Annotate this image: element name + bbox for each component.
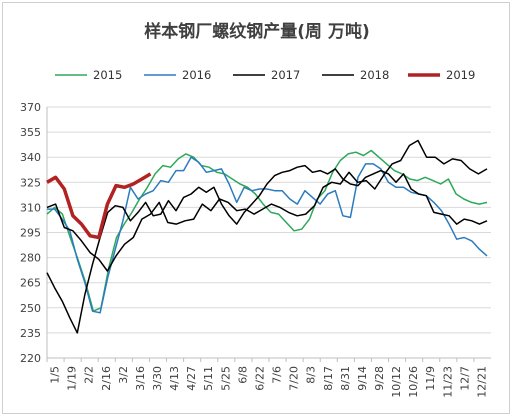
x-tick-label: 10/26 bbox=[407, 366, 420, 398]
legend-label-2017: 2017 bbox=[271, 68, 300, 82]
chart-legend: 2015 2016 2017 2018 2019 bbox=[55, 68, 475, 82]
series-line-2018 bbox=[46, 139, 488, 272]
x-tick-label: 10/12 bbox=[390, 366, 403, 398]
y-tick-label: 280 bbox=[20, 252, 41, 265]
x-tick-label: 1/5 bbox=[49, 366, 62, 384]
series-line-2015 bbox=[46, 149, 488, 312]
y-tick-label: 355 bbox=[20, 126, 41, 139]
y-tick-label: 250 bbox=[20, 302, 41, 315]
x-tick-label: 9/14 bbox=[356, 366, 369, 391]
y-axis: 220 235 250 265 280 295 310 325 340 355 370 bbox=[20, 101, 491, 365]
x-tick-label: 1/19 bbox=[66, 366, 79, 391]
x-tick-label: 8/17 bbox=[322, 366, 335, 391]
x-tick-label: 5/25 bbox=[219, 366, 232, 391]
y-tick-label: 220 bbox=[20, 352, 41, 365]
x-tick-label: 2/2 bbox=[83, 366, 96, 384]
x-tick-label: 3/2 bbox=[117, 366, 130, 384]
legend-label-2015: 2015 bbox=[93, 68, 122, 82]
x-tick-label: 4/13 bbox=[168, 366, 181, 391]
x-tick-label: 4/27 bbox=[185, 366, 198, 391]
x-tick-label: 12/7 bbox=[458, 366, 471, 391]
x-tick-label: 8/31 bbox=[339, 366, 352, 391]
y-tick-label: 235 bbox=[20, 327, 41, 340]
x-tick-label: 2/16 bbox=[100, 366, 113, 391]
plot-area bbox=[46, 139, 488, 334]
y-tick-label: 370 bbox=[20, 101, 41, 114]
x-tick-label: 6/22 bbox=[253, 366, 266, 391]
x-tick-label: 3/30 bbox=[151, 366, 164, 391]
x-tick-label: 8/3 bbox=[305, 366, 318, 384]
chart-svg: 样本钢厂螺纹钢产量(周 万吨) 2015 2016 2017 2018 2019 220… bbox=[20, 21, 491, 398]
y-tick-label: 325 bbox=[20, 176, 41, 189]
legend-label-2018: 2018 bbox=[360, 68, 389, 82]
legend-label-2019: 2019 bbox=[446, 68, 475, 82]
series-line-2019 bbox=[46, 172, 152, 240]
chart-title: 样本钢厂螺纹钢产量(周 万吨) bbox=[144, 21, 369, 42]
x-tick-label: 7/20 bbox=[288, 366, 301, 391]
y-tick-label: 310 bbox=[20, 201, 41, 214]
series-line-2016 bbox=[47, 156, 488, 314]
x-tick-label: 11/9 bbox=[424, 366, 437, 391]
x-tick-label: 6/8 bbox=[236, 366, 249, 384]
x-tick-label: 9/28 bbox=[373, 366, 386, 391]
grid-lines bbox=[47, 106, 491, 359]
x-tick-label: 5/11 bbox=[202, 366, 215, 391]
chart-frame: 样本钢厂螺纹钢产量(周 万吨) 2015 2016 2017 2018 2019 220… bbox=[2, 2, 510, 414]
x-tick-label: 7/6 bbox=[271, 366, 284, 384]
y-tick-label: 295 bbox=[20, 227, 41, 240]
x-tick-label: 3/16 bbox=[134, 366, 147, 391]
legend-label-2016: 2016 bbox=[182, 68, 211, 82]
series-line-2017 bbox=[46, 164, 488, 334]
x-axis: 1/5 1/19 2/2 2/16 3/2 3/16 3/30 4/13 4/27 5/11 5/2… bbox=[46, 358, 488, 398]
y-tick-label: 340 bbox=[20, 151, 41, 164]
x-tick-label: 12/21 bbox=[475, 366, 488, 398]
x-tick-label: 11/23 bbox=[441, 366, 454, 398]
y-tick-label: 265 bbox=[20, 277, 41, 290]
